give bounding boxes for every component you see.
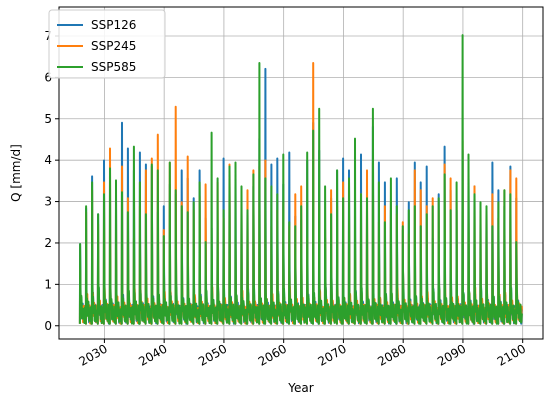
series-line-ssp585 [78,34,523,325]
x-tick-label: 2100 [495,341,528,368]
legend-label: SSP126 [91,18,136,32]
axes [58,6,544,340]
y-tick-label: 2 [44,236,52,250]
legend-label: SSP245 [91,39,136,53]
x-tick-label: 2030 [76,341,109,368]
y-tick-label: 7 [44,29,52,43]
legend-box [48,9,166,79]
legend-label: SSP585 [91,60,136,74]
x-tick-label: 2070 [315,341,348,368]
y-axis-label: Q [mm/d] [9,144,23,202]
x-tick-label: 2050 [196,341,229,368]
y-tick-label: 1 [44,277,52,291]
x-axis-label: Year [287,381,313,395]
ticks: 2030 2040 2050 2060 2070 2080 2090 2100 0 1 2 3 4 5 6 7 [44,29,528,369]
x-tick-label: 2090 [435,341,468,368]
y-tick-label: 4 [44,153,52,167]
series-layer [78,34,523,325]
y-tick-label: 5 [44,112,52,126]
plot-frame [58,6,544,340]
x-tick-label: 2060 [256,341,289,368]
y-tick-label: 6 [44,70,52,84]
y-tick-label: 0 [44,319,52,333]
x-tick-label: 2040 [136,341,169,368]
legend: SSP126 SSP245 SSP585 [48,9,166,79]
x-tick-label: 2080 [375,341,408,368]
y-tick-label: 3 [44,195,52,209]
